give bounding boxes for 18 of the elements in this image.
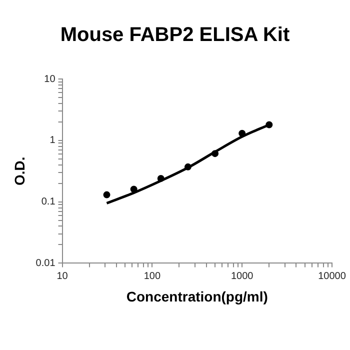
y-tick-label: 1 xyxy=(50,135,56,146)
x-axis-title: Concentration(pg/ml) xyxy=(126,288,268,304)
point xyxy=(184,163,192,170)
x-tick-label: 10 xyxy=(56,270,68,282)
y-tick-label: 0.01 xyxy=(36,258,56,269)
point xyxy=(212,150,219,158)
x-tick-label: 10000 xyxy=(318,270,346,282)
point xyxy=(103,191,110,198)
point xyxy=(266,121,273,128)
point xyxy=(130,186,138,193)
chart-title: Mouse FABP2 ELISA Kit xyxy=(59,24,291,47)
x-tick-label: 1000 xyxy=(230,270,254,282)
y-tick-label: 0.1 xyxy=(41,196,56,208)
y-axis-title: O.D. xyxy=(11,156,28,186)
point xyxy=(238,130,246,137)
x-tick-label: 100 xyxy=(144,270,161,282)
point xyxy=(157,174,164,182)
y-tick-label: 10 xyxy=(44,74,56,85)
